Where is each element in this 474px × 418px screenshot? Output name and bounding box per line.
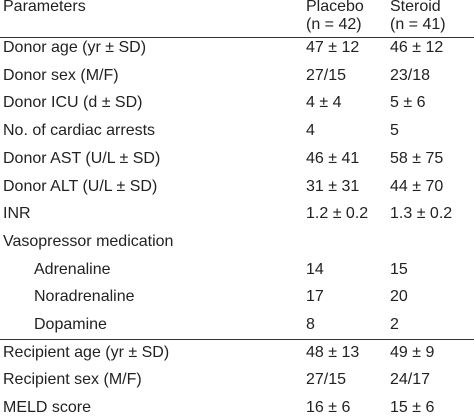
column-header: Placebo [306,0,364,15]
row-label: Donor ICU (d ± SD) [3,94,143,112]
rule [0,338,474,340]
cell: 1.2 ± 0.2 [306,205,369,223]
row-label: Dopamine [34,316,107,333]
row-label: MELD score [3,399,92,417]
cell: 47 ± 12 [306,39,360,56]
cell: 44 ± 70 [390,177,444,195]
row-label: INR [3,205,31,223]
cell: 46 ± 41 [306,149,360,167]
cell: 27/15 [306,371,347,389]
cell: 27/15 [306,66,347,84]
cell: 8 [306,316,315,333]
row-label: Donor AST (U/L ± SD) [3,149,161,167]
row-label: Donor age (yr ± SD) [3,39,147,56]
cell: 14 [306,260,324,278]
cell: 58 ± 75 [390,149,444,167]
row-label: No. of cardiac arrests [3,122,156,140]
cell: 2 [390,316,399,333]
cell: 46 ± 12 [390,39,444,56]
cell: 49 ± 9 [390,343,435,361]
row-label: Donor ALT (U/L ± SD) [3,177,158,195]
column-header: (n = 42) [306,16,362,33]
cell: 48 ± 13 [306,343,360,361]
row-label: Donor sex (M/F) [3,66,119,84]
cell: 15 [390,260,408,278]
group-label: Vasopressor medication [3,232,174,250]
cell: 5 [390,122,399,140]
row-label: Noradrenaline [34,288,135,306]
cell: 23/18 [390,66,431,84]
cell: 24/17 [390,371,431,389]
cell: 1.3 ± 0.2 [390,205,453,223]
column-header: (n = 41) [390,16,446,33]
column-header: Parameters [3,0,86,15]
cell: 15 ± 6 [390,399,435,417]
column-header: Steroid [390,0,441,15]
cell: 4 [306,122,315,140]
cell: 4 ± 4 [306,94,342,112]
cell: 16 ± 6 [306,399,351,417]
row-label: Recipient sex (M/F) [3,371,142,389]
cell: 20 [390,288,408,306]
cell: 17 [306,288,324,306]
cell: 31 ± 31 [306,177,360,195]
cell: 5 ± 6 [390,94,426,112]
row-label: Adrenaline [34,260,111,278]
rule [0,37,474,38]
row-label: Recipient age (yr ± SD) [3,343,170,361]
